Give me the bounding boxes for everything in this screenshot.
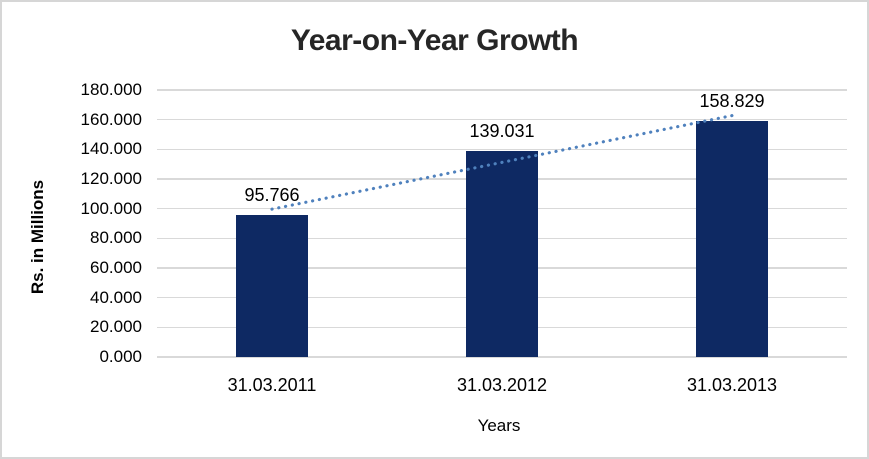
y-tick-label: 140.000 bbox=[80, 139, 142, 159]
x-category-label: 31.03.2011 bbox=[227, 375, 317, 395]
y-tick-label: 180.000 bbox=[80, 80, 142, 99]
gridline bbox=[157, 89, 847, 91]
bar bbox=[466, 150, 538, 357]
x-category-label: 31.03.2013 bbox=[686, 375, 778, 395]
y-tick-label: 100.000 bbox=[80, 198, 142, 218]
gridline bbox=[157, 356, 847, 358]
bar-value-label: 95.766 bbox=[244, 184, 300, 205]
y-tick-label: 40.000 bbox=[90, 287, 142, 307]
x-category-label: 31.03.2012 bbox=[456, 375, 548, 395]
y-tick-label: 160.000 bbox=[80, 109, 142, 129]
bar bbox=[236, 214, 308, 357]
y-tick-label: 120.000 bbox=[80, 169, 142, 188]
y-tick-label: 80.000 bbox=[90, 228, 142, 248]
chart-title: Year-on-Year Growth bbox=[290, 24, 579, 57]
x-axis-title: Years bbox=[477, 416, 521, 435]
bar-value-label: 139.031 bbox=[469, 120, 535, 141]
bar-value-label: 158.829 bbox=[699, 91, 765, 112]
y-tick-label: 0.000 bbox=[99, 347, 142, 366]
y-tick-label: 20.000 bbox=[90, 317, 142, 337]
bar bbox=[696, 121, 768, 357]
y-tick-label: 60.000 bbox=[90, 258, 142, 277]
